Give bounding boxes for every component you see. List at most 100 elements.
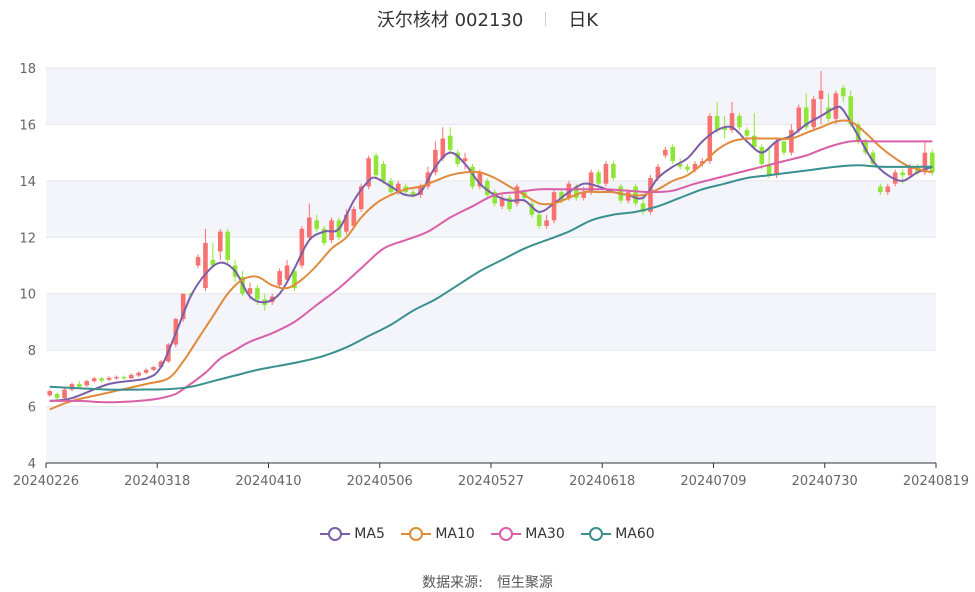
background-band <box>46 180 936 238</box>
candle-body <box>855 124 861 142</box>
legend-item-ma60[interactable]: MA60 <box>581 526 655 542</box>
candle-body <box>722 127 727 131</box>
candle-body <box>329 220 334 241</box>
candle-body <box>499 197 505 207</box>
candle-body <box>744 130 750 136</box>
candle-body <box>670 147 676 162</box>
candle-body <box>707 115 713 162</box>
x-tick-label: 20240618 <box>569 474 635 489</box>
candle-body <box>900 172 905 176</box>
candle-body <box>121 376 127 379</box>
candle-body <box>789 130 794 153</box>
candle-body <box>655 166 661 179</box>
candle-body <box>136 372 142 376</box>
candle-body <box>625 192 631 201</box>
candle-body <box>848 96 854 125</box>
candle-body <box>796 107 802 131</box>
candle-body <box>929 152 935 173</box>
candle-body <box>507 197 512 210</box>
candle-body <box>62 389 67 399</box>
y-tick-label: 16 <box>19 118 36 133</box>
candle-body <box>878 186 883 193</box>
ma5-legend-icon <box>320 527 351 541</box>
legend-label: MA10 <box>435 526 475 542</box>
candle-body <box>321 228 327 243</box>
candle-body <box>922 152 928 173</box>
candle-body <box>803 107 809 128</box>
candle-body <box>447 135 453 150</box>
candle-body <box>544 220 549 226</box>
candle-body <box>907 166 913 176</box>
candle-body <box>106 377 112 380</box>
source-value: 恒生聚源 <box>496 575 553 591</box>
x-tick-label: 20240527 <box>458 474 524 489</box>
candle-body <box>818 90 824 100</box>
y-tick-label: 4 <box>28 457 36 472</box>
legend-item-ma10[interactable]: MA10 <box>401 526 475 542</box>
legend-label: MA60 <box>615 526 655 542</box>
candle-body <box>247 288 253 294</box>
candle-body <box>395 183 401 193</box>
candle-body <box>381 163 386 181</box>
candle-body <box>151 367 156 370</box>
x-tick-label: 20240318 <box>124 474 190 489</box>
candle-body <box>811 99 816 128</box>
candle-body <box>892 172 898 184</box>
candle-body <box>292 271 297 289</box>
x-tick-label: 20240506 <box>347 474 413 489</box>
chart-period: 日K <box>568 10 599 31</box>
background-bands <box>46 68 936 463</box>
candle-body <box>314 220 320 229</box>
candle-body <box>344 214 349 232</box>
candle-body <box>99 378 104 381</box>
x-tick-label: 20240819 <box>903 474 969 489</box>
y-tick-label: 8 <box>28 344 36 359</box>
legend-item-ma30[interactable]: MA30 <box>491 526 565 542</box>
candle-body <box>255 288 260 300</box>
chart-legend: MA5 MA10 MA30 MA60 <box>0 526 975 546</box>
y-tick-label: 10 <box>19 288 36 303</box>
candle-body <box>833 93 839 119</box>
moving-average-lines <box>49 105 933 411</box>
candle-body <box>774 141 779 176</box>
candle-body <box>714 115 720 131</box>
y-axis-ticks: 4 6 8 10 12 14 16 18 <box>19 62 36 472</box>
y-tick-label: 18 <box>19 62 36 77</box>
candle-body <box>373 155 379 176</box>
candle-body <box>77 384 82 387</box>
candle-body <box>47 391 53 396</box>
candle-body <box>306 217 312 238</box>
candle-body <box>588 172 594 193</box>
candle-body <box>69 384 75 390</box>
legend-item-ma5[interactable]: MA5 <box>320 526 385 542</box>
background-band <box>46 68 936 125</box>
grid-lines <box>46 67 936 464</box>
candle-body <box>551 192 557 221</box>
source-label: 数据来源: <box>422 575 483 591</box>
candle-body <box>225 231 231 260</box>
candle-body <box>870 152 876 164</box>
candle-body <box>596 172 601 184</box>
x-axis-ticks: 20240226 20240318 20240410 20240506 20240527… <box>13 463 969 489</box>
candle-body <box>433 149 438 173</box>
candle-body <box>536 214 542 226</box>
candle-body <box>462 158 468 162</box>
candle-body <box>700 161 705 164</box>
candle-body <box>611 163 616 179</box>
candle-body <box>455 152 460 164</box>
chart-title: 沃尔核材 002130 日K <box>0 6 975 32</box>
candle-body <box>284 265 290 280</box>
series-line-ma60 <box>49 164 933 391</box>
legend-label: MA5 <box>354 526 385 542</box>
candle-body <box>158 361 164 368</box>
candle-body <box>766 163 772 176</box>
candle-body <box>195 257 201 266</box>
candle-body <box>358 186 364 210</box>
candle-body <box>470 166 475 187</box>
candle-body <box>737 115 742 128</box>
candle-body <box>692 163 698 170</box>
candle-body <box>648 178 653 212</box>
candle-body <box>180 293 186 320</box>
candle-body <box>751 135 757 147</box>
